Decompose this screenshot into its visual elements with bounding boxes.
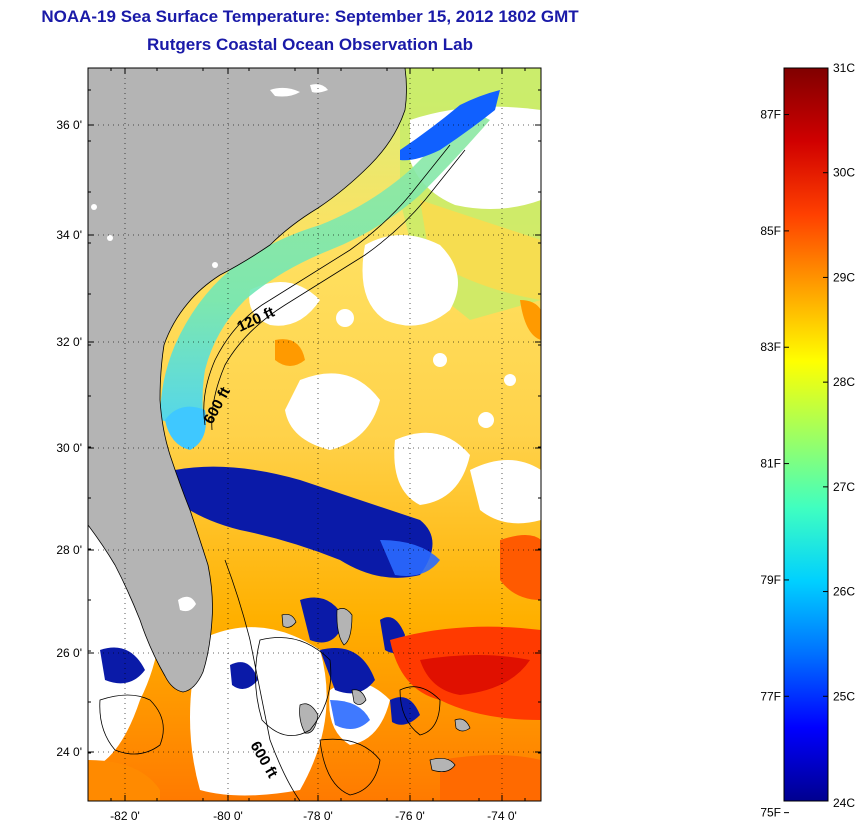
lon-tick-label: -82 0' xyxy=(110,809,140,823)
longitude-axis: -82 0' -80 0' -78 0' -76 0' -74 0' xyxy=(110,809,517,823)
colorbar-celsius-label: 26C xyxy=(833,585,855,599)
colorbar-fahrenheit-label: 85F xyxy=(760,224,781,238)
colorbar-fahrenheit-label: 81F xyxy=(760,457,781,471)
latitude-axis: 24 0' 26 0' 28 0' 30 0' 32 0' 34 0' 36 0' xyxy=(56,118,82,759)
map-tick-marks xyxy=(88,68,541,801)
colorbar-celsius-label: 30C xyxy=(833,166,855,180)
colorbar-fahrenheit-scale: 87F 85F 83F 81F 79F 77F 75F xyxy=(760,108,789,820)
lat-tick-label: 36 0' xyxy=(56,118,82,132)
land-mass xyxy=(88,68,407,693)
map-frame xyxy=(87,67,542,802)
map-subtitle: Rutgers Coastal Ocean Observation Lab xyxy=(147,35,473,54)
colorbar-fahrenheit-label: 87F xyxy=(760,108,781,122)
map-title: NOAA-19 Sea Surface Temperature: Septemb… xyxy=(41,7,579,26)
lon-tick-label: -78 0' xyxy=(303,809,333,823)
colorbar-fahrenheit-label: 83F xyxy=(760,340,781,354)
lat-tick-label: 24 0' xyxy=(56,745,82,759)
colorbar-fahrenheit-label: 77F xyxy=(760,689,781,703)
sst-map-image xyxy=(88,68,541,801)
cloud-mask xyxy=(88,106,541,796)
lon-tick-label: -80 0' xyxy=(213,809,243,823)
colorbar-celsius-label: 28C xyxy=(833,375,855,389)
contour-600ft-line xyxy=(211,149,466,431)
lat-tick-label: 28 0' xyxy=(56,543,82,557)
lat-tick-label: 30 0' xyxy=(56,441,82,455)
colorbar xyxy=(784,68,828,801)
colorbar-celsius-label: 24C xyxy=(833,796,855,810)
lon-tick-label: -76 0' xyxy=(395,809,425,823)
lat-tick-label: 32 0' xyxy=(56,335,82,349)
warm-anomaly-patches xyxy=(88,300,541,801)
colorbar-fahrenheit-label: 75F xyxy=(760,806,781,820)
colorbar-celsius-label: 25C xyxy=(833,689,855,703)
colorbar-celsius-label: 31C xyxy=(833,61,855,75)
colorbar-fahrenheit-label: 79F xyxy=(760,573,781,587)
colorbar-celsius-label: 29C xyxy=(833,270,855,284)
contour-600ft-south-line xyxy=(224,559,301,801)
colorbar-celsius-label: 27C xyxy=(833,480,855,494)
lon-tick-label: -74 0' xyxy=(487,809,517,823)
lake-markers xyxy=(91,84,328,612)
lat-tick-label: 34 0' xyxy=(56,228,82,242)
colorbar-frame xyxy=(783,67,829,802)
bathymetry-contours xyxy=(99,144,466,801)
island-group xyxy=(281,608,471,772)
colorbar-celsius-scale: 31C 30C 29C 28C 27C 26C 25C 24C xyxy=(823,61,855,810)
lat-tick-label: 26 0' xyxy=(56,646,82,660)
contour-120ft-line xyxy=(203,144,451,426)
map-grid xyxy=(88,68,541,801)
coastal-shelf-band xyxy=(160,110,490,430)
